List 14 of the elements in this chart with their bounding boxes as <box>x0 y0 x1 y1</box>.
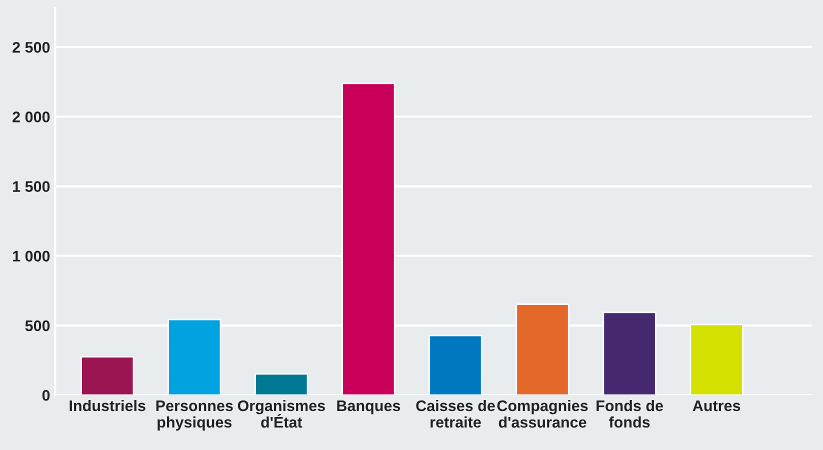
x-tick-label: Personnes physiques <box>156 400 233 431</box>
y-tick-label: 1 500 <box>13 181 50 192</box>
x-tick-label: Fonds de fonds <box>596 400 663 428</box>
x-tick-label: Autres <box>692 400 740 412</box>
y-tick-label: 2 500 <box>12 42 50 53</box>
y-tick-label: 2 000 <box>12 112 50 122</box>
y-tick-label: 1 000 <box>13 250 50 262</box>
x-tick-label: Caisses de retraite <box>416 400 495 428</box>
y-tick-label: 500 <box>25 320 50 332</box>
x-tick-label: Organismes d'État <box>238 400 325 428</box>
x-tick-label: Industriels <box>70 400 146 412</box>
x-tick-label: Banques <box>337 400 400 414</box>
x-tick-label: Compagnies d'assurance <box>497 400 588 428</box>
y-tick-label: 0 <box>42 390 50 401</box>
